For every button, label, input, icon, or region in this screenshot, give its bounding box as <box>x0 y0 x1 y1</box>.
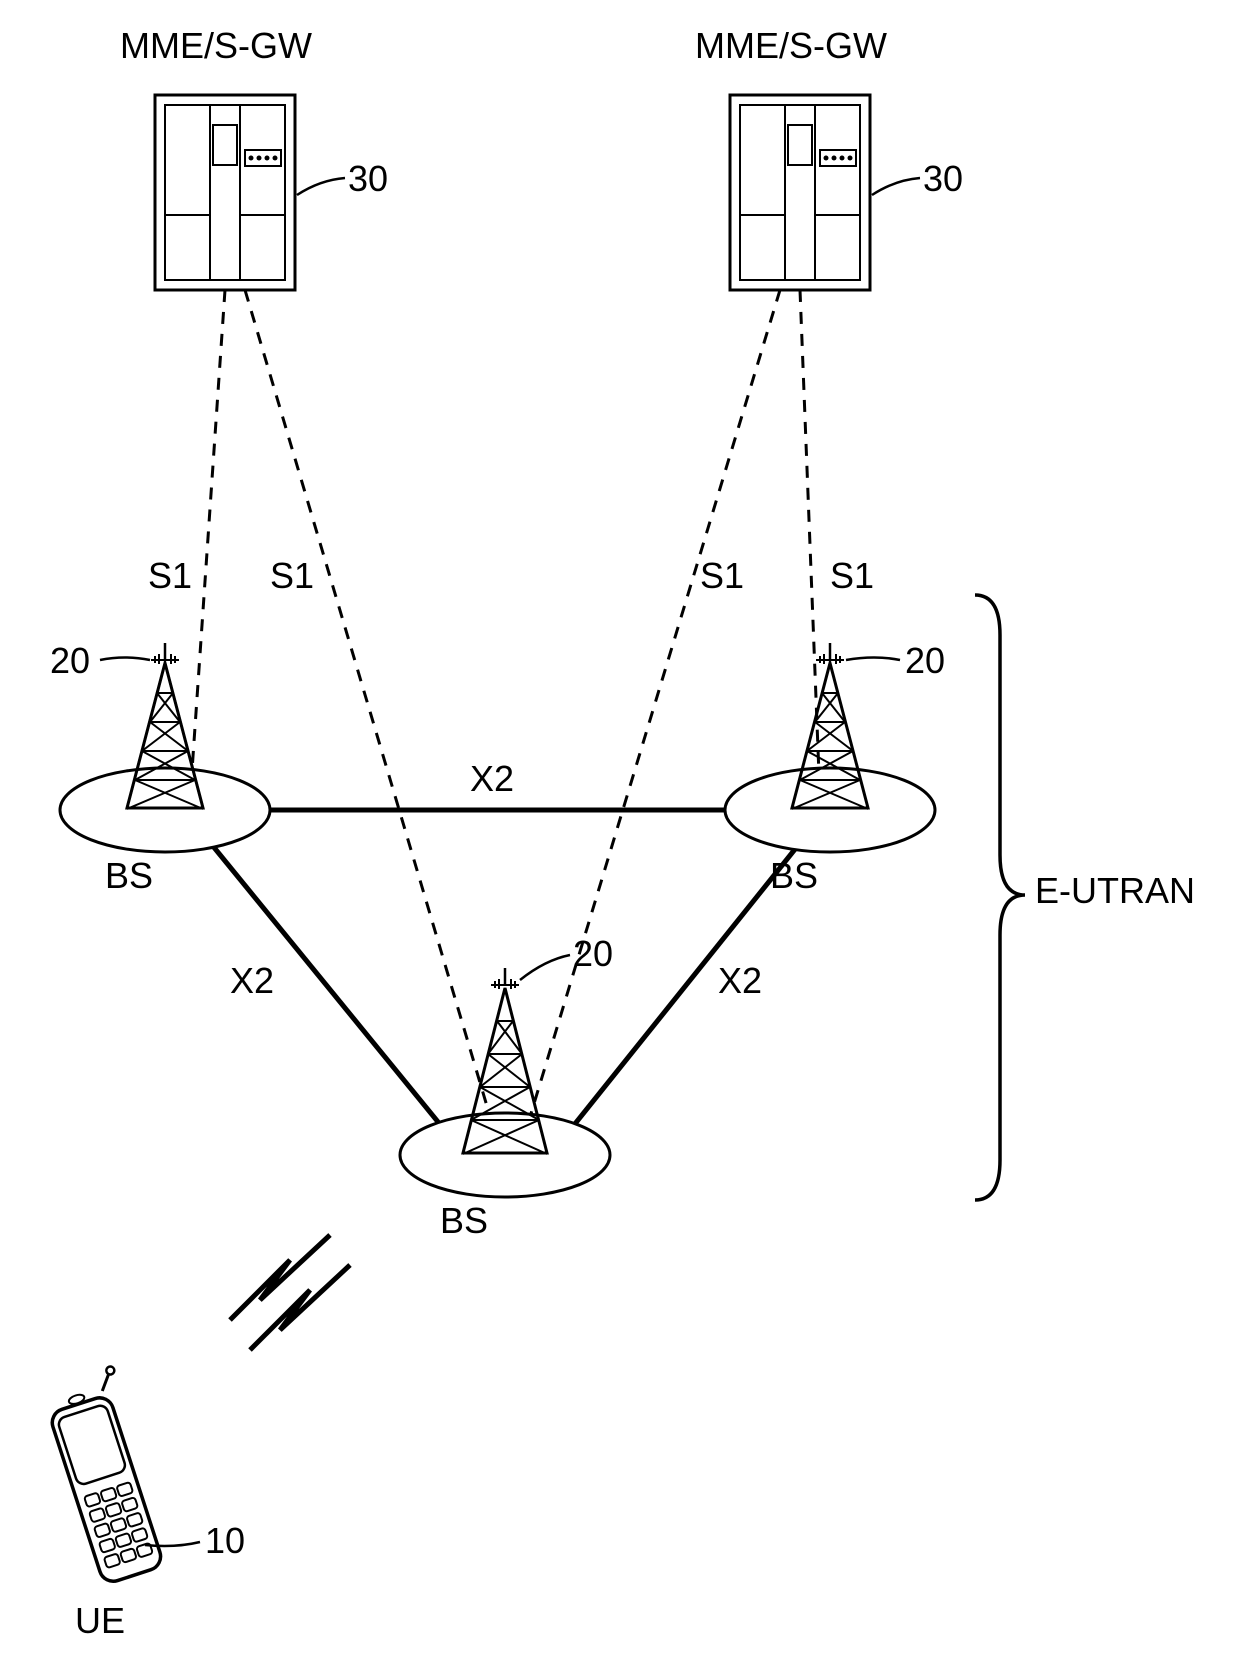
s1-label-2: S1 <box>270 555 314 597</box>
x2-label-top: X2 <box>470 758 514 800</box>
leader-20c <box>520 955 570 980</box>
diagram-canvas: MME/S-GW MME/S-GW 30 30 S1 S1 S1 S1 20 2… <box>0 0 1240 1675</box>
bs-label-3: BS <box>440 1200 488 1242</box>
edge-s1-mme1-bs1 <box>190 290 225 800</box>
wireless-signal-icon <box>230 1235 350 1350</box>
bs-label-1: BS <box>105 855 153 897</box>
leader-20b <box>846 658 900 661</box>
s1-label-1: S1 <box>148 555 192 597</box>
leader-30a <box>297 178 345 195</box>
bs-label-2: BS <box>770 855 818 897</box>
leader-20a <box>100 658 150 661</box>
ref-30-b: 30 <box>923 158 963 200</box>
eutran-brace <box>975 595 1025 1200</box>
ue-phone-icon <box>41 1365 177 1584</box>
ref-20-b: 20 <box>905 640 945 682</box>
mme-label-1: MME/S-GW <box>120 25 312 67</box>
ref-20-c: 20 <box>573 933 613 975</box>
ref-30-a: 30 <box>348 158 388 200</box>
edge-s1-mme1-bs3 <box>245 290 500 1150</box>
leader-30b <box>872 178 920 195</box>
diagram-svg <box>0 0 1240 1675</box>
x2-label-left: X2 <box>230 960 274 1002</box>
x2-label-right: X2 <box>718 960 762 1002</box>
ref-10: 10 <box>205 1520 245 1562</box>
s1-label-3: S1 <box>700 555 744 597</box>
ue-label: UE <box>75 1600 125 1642</box>
mme-server-1 <box>155 95 295 290</box>
mme-server-2 <box>730 95 870 290</box>
ref-20-a: 20 <box>50 640 90 682</box>
edge-s1-mme2-bs3 <box>520 290 780 1150</box>
eutran-label: E-UTRAN <box>1035 870 1195 912</box>
mme-label-2: MME/S-GW <box>695 25 887 67</box>
s1-label-4: S1 <box>830 555 874 597</box>
cell-bs3 <box>400 1113 610 1197</box>
